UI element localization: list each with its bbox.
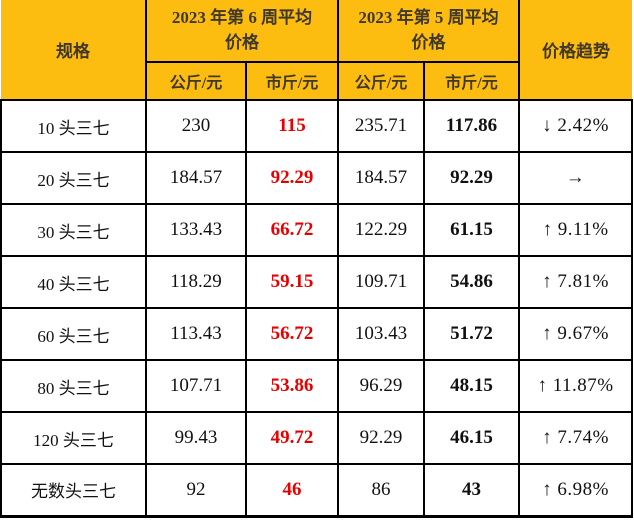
week5-kg-cell: 96.29 [337,359,425,413]
week5-kg-cell: 109.71 [337,255,425,309]
table-row: 40 头三七 118.29 59.15 109.71 54.86 ↑ 7.81% [0,255,633,309]
header-week6-title: 2023 年第 6 周平均 价格 [145,0,339,63]
header-week6-jin-unit: 市斤/元 [245,61,339,101]
week6-jin-cell: 66.72 [245,203,339,257]
spec-cell: 10 头三七 [0,99,147,153]
trend-cell: ↑ 9.11% [518,203,633,257]
spec-cell: 120 头三七 [0,411,147,465]
week6-kg-cell: 184.57 [145,151,247,205]
week6-kg-cell: 133.43 [145,203,247,257]
week5-kg-cell: 103.43 [337,307,425,361]
header-week5-title-line1: 2023 年第 5 周平均 [358,7,499,27]
table-header: 规格 2023 年第 6 周平均 价格 2023 年第 5 周平均 价格 价格趋… [1,0,632,101]
trend-cell: ↑ 9.67% [518,307,633,361]
table-row: 60 头三七 113.43 56.72 103.43 51.72 ↑ 9.67% [0,307,633,361]
spec-cell: 80 头三七 [0,359,147,413]
header-week5-kg-unit: 公斤/元 [337,61,425,101]
trend-cell: ↑ 7.74% [518,411,633,465]
week5-kg-cell: 86 [337,463,425,518]
week5-jin-cell: 54.86 [423,255,520,309]
week5-kg-cell: 92.29 [337,411,425,465]
trend-cell: ↑ 6.98% [518,463,633,518]
header-week5-title: 2023 年第 5 周平均 价格 [337,0,520,63]
week5-kg-cell: 184.57 [337,151,425,205]
week5-jin-cell: 51.72 [423,307,520,361]
trend-cell: ↑ 11.87% [518,359,633,413]
week5-jin-cell: 61.15 [423,203,520,257]
header-week6-title-line1: 2023 年第 6 周平均 [171,7,313,27]
table-body: 10 头三七 230 115 235.71 117.86 ↓ 2.42% 20 … [0,99,633,518]
week6-jin-cell: 53.86 [245,359,339,413]
header-spec: 规格 [1,0,147,101]
spec-cell: 40 头三七 [0,255,147,309]
week5-jin-cell: 92.29 [423,151,520,205]
trend-cell: ↓ 2.42% [518,99,633,153]
week5-jin-cell: 48.15 [423,359,520,413]
trend-cell: ↑ 7.81% [518,255,633,309]
spec-cell: 20 头三七 [0,151,147,205]
table-row: 80 头三七 107.71 53.86 96.29 48.15 ↑ 11.87% [0,359,633,413]
week6-kg-cell: 99.43 [145,411,247,465]
table-row: 120 头三七 99.43 49.72 92.29 46.15 ↑ 7.74% [0,411,633,465]
week6-kg-cell: 107.71 [145,359,247,413]
week6-jin-cell: 92.29 [245,151,339,205]
week5-kg-cell: 235.71 [337,99,425,153]
table-row: 10 头三七 230 115 235.71 117.86 ↓ 2.42% [0,99,633,153]
spec-cell: 30 头三七 [0,203,147,257]
spec-cell: 60 头三七 [0,307,147,361]
week6-kg-cell: 92 [145,463,247,518]
header-week6-kg-unit: 公斤/元 [145,61,247,101]
table-row: 20 头三七 184.57 92.29 184.57 92.29 → [0,151,633,205]
week6-kg-cell: 230 [145,99,247,153]
week6-kg-cell: 113.43 [145,307,247,361]
week6-jin-cell: 115 [245,99,339,153]
week5-jin-cell: 43 [423,463,520,518]
week5-kg-cell: 122.29 [337,203,425,257]
week6-jin-cell: 56.72 [245,307,339,361]
week6-jin-cell: 59.15 [245,255,339,309]
header-week5-title-line2: 价格 [411,32,446,52]
table-row: 无数头三七 92 46 86 43 ↑ 6.98% [0,463,633,518]
trend-cell: → [518,151,633,205]
table-row: 30 头三七 133.43 66.72 122.29 61.15 ↑ 9.11% [0,203,633,257]
header-week6-title-line2: 价格 [225,32,259,52]
week6-kg-cell: 118.29 [145,255,247,309]
week6-jin-cell: 49.72 [245,411,339,465]
header-price-trend: 价格趋势 [518,0,632,101]
spec-cell: 无数头三七 [0,463,147,518]
week5-jin-cell: 46.15 [423,411,520,465]
week6-jin-cell: 46 [245,463,339,518]
week5-jin-cell: 117.86 [423,99,520,153]
header-week5-jin-unit: 市斤/元 [423,61,520,101]
